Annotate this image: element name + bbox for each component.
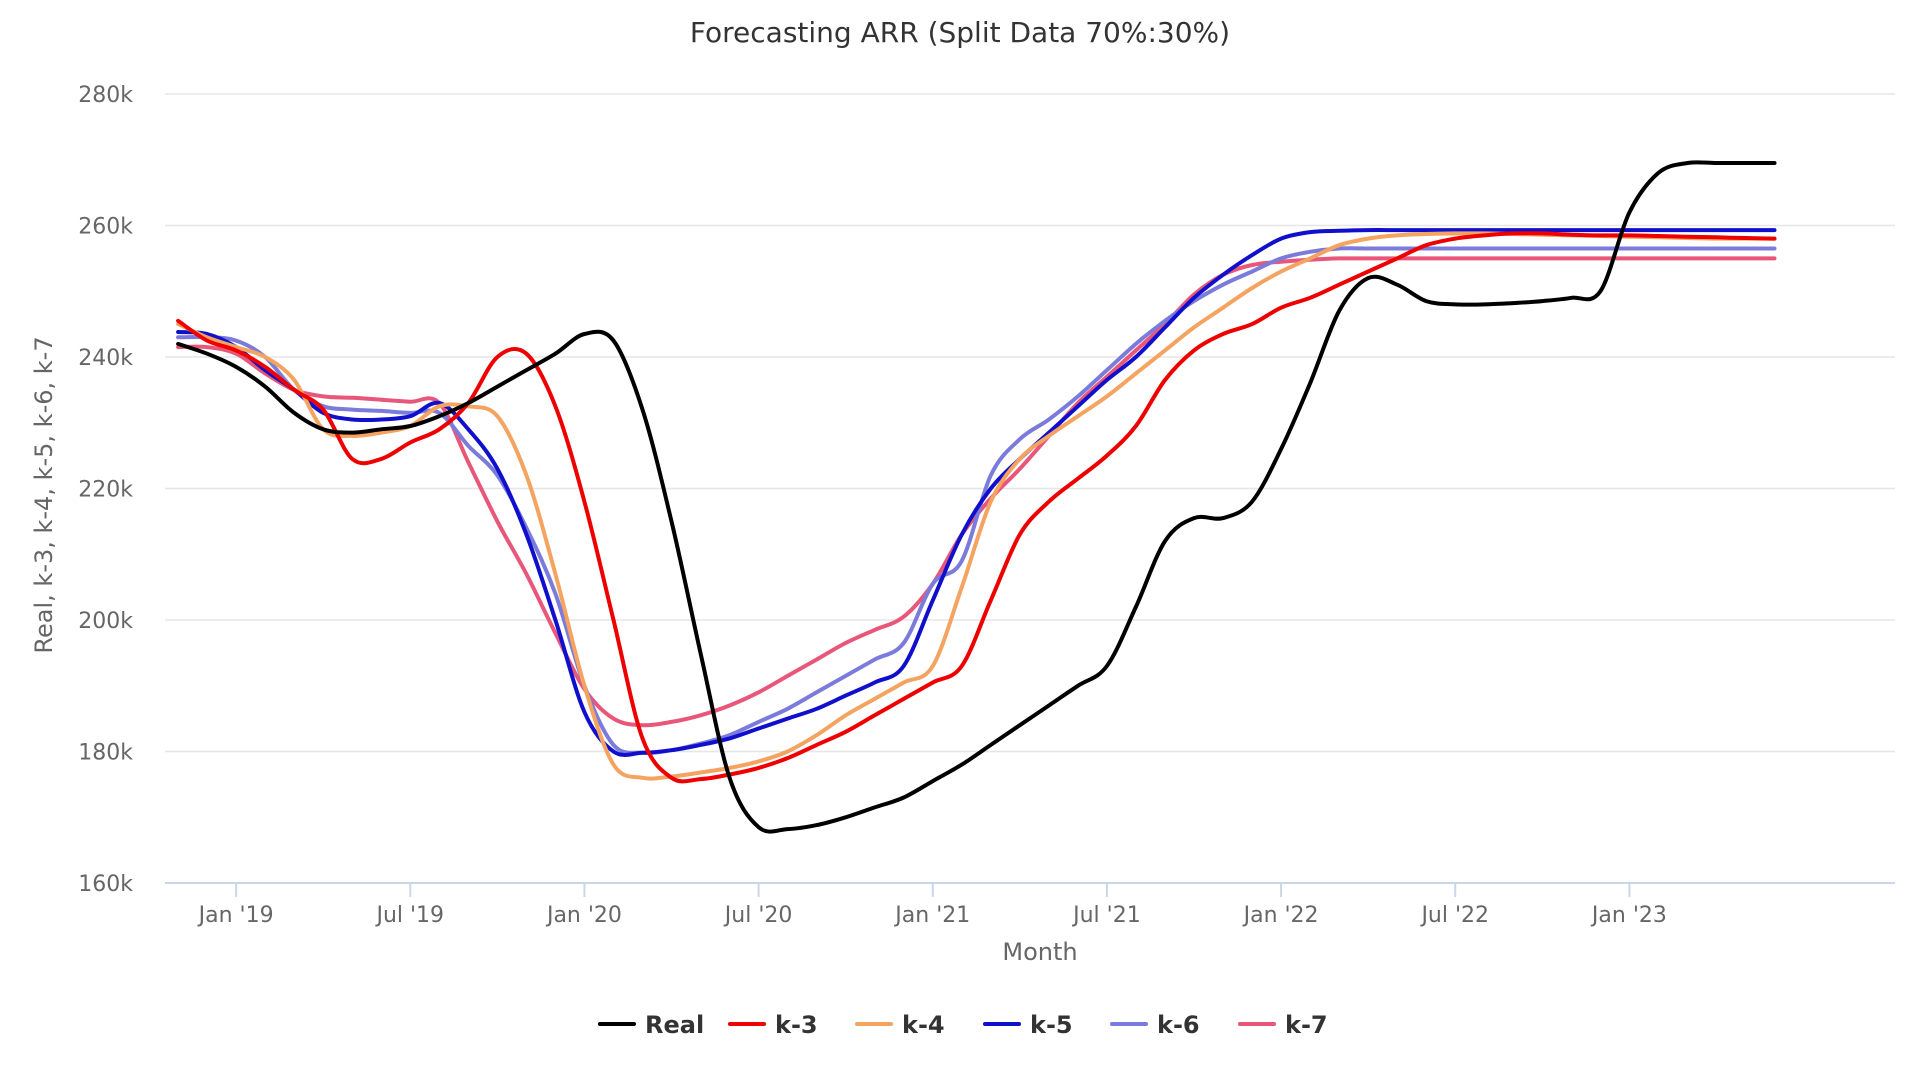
series-line-k-7 xyxy=(176,256,1777,728)
series-line-k-3 xyxy=(176,231,1777,784)
y-tick-label: 260k xyxy=(78,215,133,240)
y-tick-label: 180k xyxy=(78,741,133,766)
x-tick-label: Jul '21 xyxy=(1071,903,1141,928)
x-axis-ticks: Jan '19 Jul '19 Jan '20 Jul '20 Jan '21 Jul '… xyxy=(197,883,1667,928)
grid-lines xyxy=(165,93,1895,753)
y-tick-label: 280k xyxy=(78,83,133,108)
series-lines xyxy=(176,160,1777,834)
x-tick-label: Jul '19 xyxy=(374,903,444,928)
series-line-real xyxy=(176,160,1777,834)
y-axis-title: Real, k-3, k-4, k-5, k-6, k-7 xyxy=(30,336,58,653)
y-tick-label: 160k xyxy=(78,872,133,897)
legend-label-real[interactable]: Real xyxy=(645,1011,704,1039)
series-line-k-6 xyxy=(176,246,1777,756)
legend-label-k-4[interactable]: k-4 xyxy=(902,1011,945,1039)
legend-label-k-5[interactable]: k-5 xyxy=(1030,1011,1073,1039)
y-tick-label: 200k xyxy=(78,609,133,634)
legend: Real k-3 k-4 k-5 k-6 k-7 xyxy=(598,1011,1328,1039)
y-axis-ticks: 160k 180k 200k 220k 240k 260k 280k xyxy=(78,83,133,897)
x-tick-label: Jan '22 xyxy=(1242,903,1319,928)
y-tick-label: 220k xyxy=(78,478,133,503)
x-tick-label: Jan '21 xyxy=(893,903,970,928)
x-tick-label: Jan '20 xyxy=(545,903,622,928)
chart-title: Forecasting ARR (Split Data 70%:30%) xyxy=(690,16,1230,49)
y-tick-label: 240k xyxy=(78,346,133,371)
x-tick-label: Jul '20 xyxy=(723,903,793,928)
series-line-k-5 xyxy=(176,228,1777,757)
x-axis-title: Month xyxy=(1002,938,1077,966)
legend-label-k-7[interactable]: k-7 xyxy=(1285,1011,1328,1039)
legend-label-k-6[interactable]: k-6 xyxy=(1157,1011,1200,1039)
x-tick-label: Jul '22 xyxy=(1419,903,1489,928)
x-tick-label: Jan '19 xyxy=(197,903,274,928)
legend-label-k-3[interactable]: k-3 xyxy=(775,1011,818,1039)
x-tick-label: Jan '23 xyxy=(1590,903,1667,928)
